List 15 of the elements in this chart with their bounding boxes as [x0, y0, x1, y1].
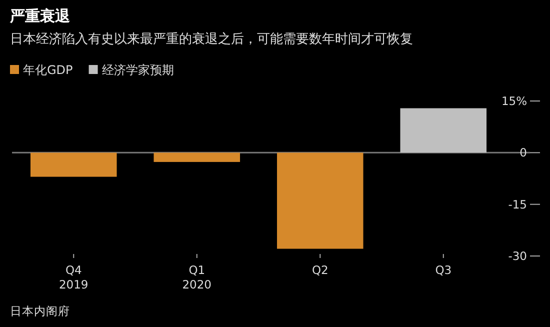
legend-item: 年化GDP [10, 63, 73, 77]
y-tick-label: 15% [501, 94, 528, 108]
chart-title: 严重衰退 [9, 7, 71, 25]
chart-subtitle: 日本经济陷入有史以来最严重的衰退之后，可能需要数年时间才可恢复 [10, 31, 413, 47]
x-tick-label: Q4 2019 [58, 263, 88, 292]
legend-label: 经济学家预期 [102, 63, 174, 77]
legend-label: 年化GDP [23, 63, 73, 77]
y-tick-label: 0 [520, 146, 527, 160]
x-tick-label: Q2 [312, 263, 328, 277]
x-tick-label: Q1 2020 [182, 263, 212, 292]
text: 日本内阁府 [10, 304, 70, 318]
legend-item: 经济学家预期 [88, 63, 174, 77]
y-tick-label: -15 [508, 197, 527, 212]
y-tick-label: -30 [508, 249, 527, 263]
x-tick-label: Q3 [435, 263, 452, 277]
